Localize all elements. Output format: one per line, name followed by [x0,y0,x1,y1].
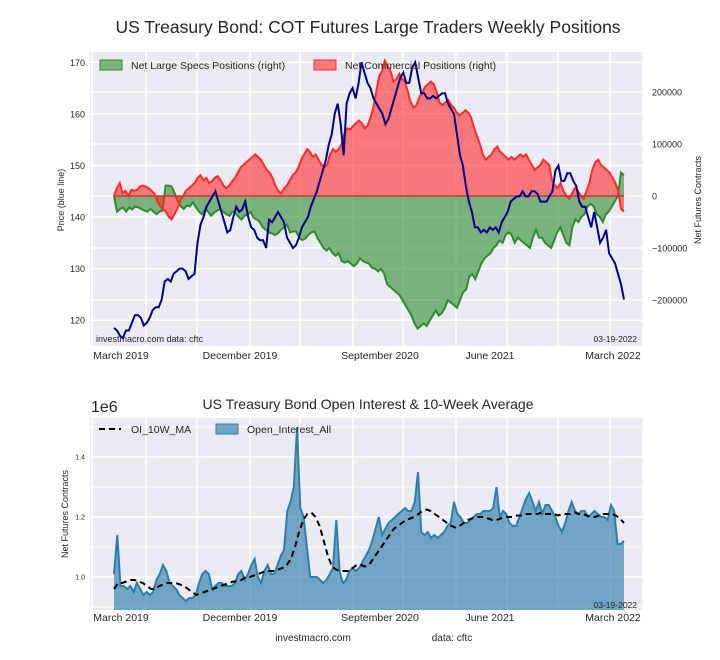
top-x-tick-label: March 2022 [585,350,641,362]
bottom-x-tick-label: March 2022 [585,612,641,624]
bottom-y-ticks: 1.0 1.2 1.4 [75,455,85,582]
moving-average-line [113,508,625,597]
footer-source: investmacro.com [275,633,351,644]
top-y-tick-label: 140 [70,213,85,223]
top-x-tick-label: June 2021 [465,350,514,362]
bottom-y-tick-label: 1.4 [75,455,85,462]
top-x-tick-label: December 2019 [203,350,278,362]
large-specs-line [113,170,625,331]
footer-data: data: cftc [432,633,473,644]
bottom-date-annotation: 03-19-2022 [594,600,638,610]
top-y2-tick-label: −100000 [652,244,687,254]
top-x-ticks: March 2019 December 2019 September 2020 Jun… [93,350,641,362]
commercial-area [114,60,624,220]
price-line [113,59,625,341]
top-x-tick-label: March 2019 [93,350,149,362]
bottom-y-tick-label: 1.0 [75,575,85,582]
bottom-x-tick-label: December 2019 [203,612,278,624]
top-x-tick-label: September 2020 [341,350,419,362]
top-price-line [113,59,625,341]
legend-label-commercial: Net Commercial Positions (right) [345,60,496,72]
top-y-tick-label: 160 [70,109,85,119]
large-specs-area [114,172,624,329]
legend-label-oi: Open_Interest_All [247,424,331,436]
top-legend: Net Large Specs Positions (right) Net Co… [99,59,496,72]
top-y2-tick-label: 200000 [652,88,682,98]
legend-label-large-specs: Net Large Specs Positions (right) [131,60,285,72]
bottom-scale-label: 1e6 [91,399,118,416]
top-y2-tick-label: 100000 [652,140,682,150]
bottom-x-tick-label: June 2021 [465,612,514,624]
legend-swatch-commercial [313,59,337,71]
bottom-legend: OI_10W_MA Open_Interest_All [99,423,331,436]
bottom-series [113,426,625,610]
legend-swatch-oi [215,423,239,435]
bottom-y-tick-label: 1.2 [75,515,85,522]
open-interest-area [114,427,624,610]
top-left-ticks: 120 130 140 150 160 170 [70,58,85,326]
legend-label-ma: OI_10W_MA [131,424,191,436]
top-y-tick-label: 150 [70,161,85,171]
top-date-annotation: 03-19-2022 [594,334,638,344]
top-y-tick-label: 130 [70,264,85,274]
top-right-ticks: −200000 −100000 0 100000 200000 [652,88,687,306]
top-y2-tick-label: −200000 [652,296,687,306]
open-interest-line [113,426,625,603]
top-y-tick-label: 170 [70,58,85,68]
top-chart-title: US Treasury Bond: COT Futures Large Trad… [115,17,620,37]
bottom-x-tick-label: March 2019 [93,612,149,624]
top-series-areas [113,58,625,331]
top-y2-axis-label: Net Futures Contracts [693,155,703,244]
commercial-line [113,58,625,221]
top-source-annotation: investmacro.com data: cftc [96,334,204,344]
bottom-chart-title: US Treasury Bond Open Interest & 10-Week… [203,396,534,412]
top-y2-tick-label: 0 [652,192,657,202]
legend-swatch-large-specs [99,59,123,71]
bottom-y-axis-label: Net Futures Contracts [60,469,70,558]
bottom-x-ticks: March 2019 December 2019 September 2020 Jun… [93,612,641,624]
top-y-axis-label: Price (blue line) [56,169,66,232]
bottom-x-tick-label: September 2020 [341,612,419,624]
top-y-tick-label: 120 [70,316,85,326]
